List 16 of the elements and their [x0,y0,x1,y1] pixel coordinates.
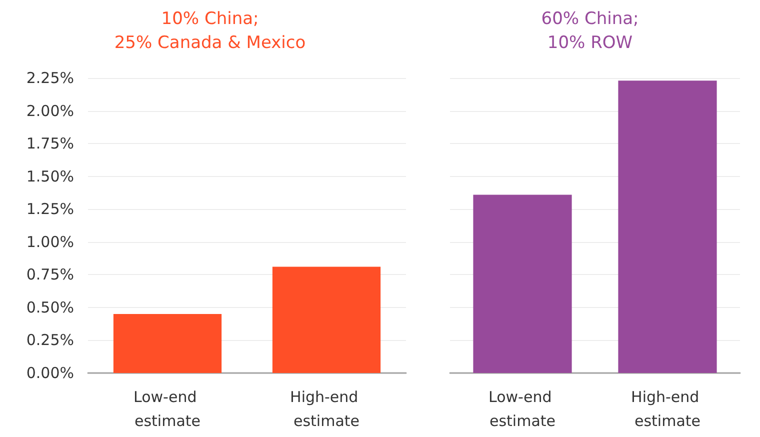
y-tick-label: 1.00% [26,232,74,251]
y-tick-label: 0.75% [26,266,74,284]
y-tick-label: 2.25% [26,69,74,87]
x-tick-label: Low-end estimate [134,388,202,430]
y-tick-label: 1.75% [26,134,74,153]
chart-title: 10% China; 25% Canada & Mexico [114,9,306,53]
x-tick-label: High-end estimate [290,388,363,430]
y-tick-label: 2.00% [26,102,74,120]
y-tick-label: 0.50% [26,298,74,316]
y-tick-label: 0.25% [26,331,74,350]
chart-title: 60% China; 10% ROW [541,9,639,53]
y-tick-label: 1.50% [26,167,74,186]
y-tick-label: 0.00% [26,364,74,382]
y-tick-label: 1.25% [26,200,74,218]
x-tick-label: High-end estimate [631,388,704,430]
x-tick-label: Low-end estimate [488,388,556,430]
